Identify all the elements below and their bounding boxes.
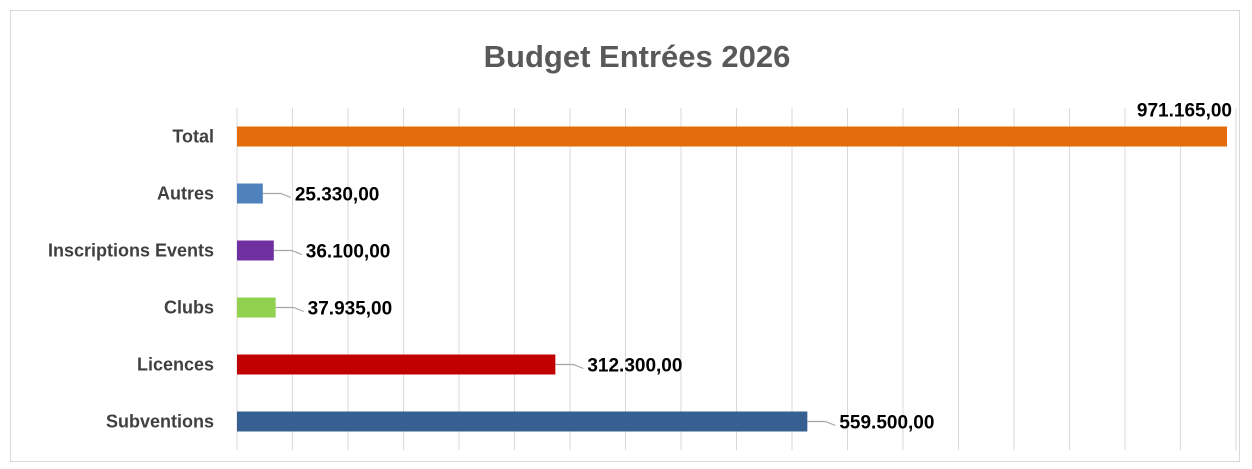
bars <box>237 126 1227 432</box>
chart-title: Budget Entrées 2026 <box>484 39 791 74</box>
category-label: Clubs <box>164 298 214 318</box>
value-label: 37.935,00 <box>308 299 393 320</box>
category-label: Inscriptions Events <box>48 241 214 261</box>
category-label: Total <box>172 127 214 147</box>
leader-line <box>807 420 836 427</box>
category-label: Subventions <box>106 412 214 432</box>
bar-inscriptions-events <box>237 240 274 261</box>
bar-clubs <box>237 297 276 318</box>
gridlines <box>236 108 1237 450</box>
bar-autres <box>237 183 263 204</box>
leader-line <box>273 249 303 256</box>
category-label: Autres <box>157 184 214 204</box>
category-label: Licences <box>137 355 214 375</box>
leader-line <box>555 363 584 370</box>
value-label: 971.165,00 <box>1137 101 1232 122</box>
value-label: 25.330,00 <box>295 185 380 206</box>
value-label: 559.500,00 <box>839 413 934 434</box>
bar-total <box>237 126 1227 147</box>
leader-line <box>262 192 292 199</box>
leader-line <box>275 306 304 313</box>
value-label: 36.100,00 <box>306 242 391 263</box>
bar-subventions <box>237 411 808 432</box>
labels: Total 971.165,00 Autres 25.330,00 Inscriptio… <box>48 101 1232 434</box>
value-label: 312.300,00 <box>587 356 682 377</box>
bar-licences <box>237 354 556 375</box>
